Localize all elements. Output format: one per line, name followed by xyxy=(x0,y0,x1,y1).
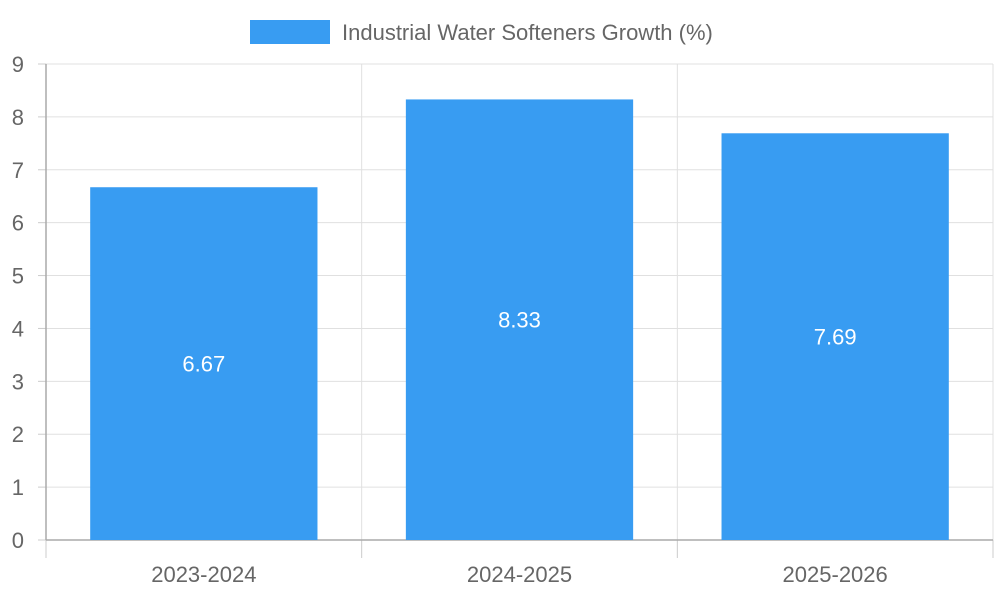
y-tick-label: 8 xyxy=(12,105,24,130)
x-tick-label: 2025-2026 xyxy=(783,562,888,587)
bar[interactable] xyxy=(721,133,949,541)
y-tick-label: 2 xyxy=(12,422,24,447)
data-labels: 6.67 8.33 7.69 xyxy=(182,308,856,377)
x-tick-label: 2024-2025 xyxy=(467,562,572,587)
y-tick-label: 5 xyxy=(12,264,24,289)
bars xyxy=(90,99,949,541)
legend[interactable]: Industrial Water Softeners Growth (%) xyxy=(250,20,713,45)
x-tick-label: 2023-2024 xyxy=(151,562,256,587)
bar-value-label: 8.33 xyxy=(498,308,541,333)
bar-value-label: 6.67 xyxy=(182,352,225,377)
bar-value-label: 7.69 xyxy=(814,325,857,350)
legend-label: Industrial Water Softeners Growth (%) xyxy=(342,20,713,45)
y-tick-label: 4 xyxy=(12,316,24,341)
legend-swatch xyxy=(250,20,330,44)
y-tick-label: 0 xyxy=(12,528,24,553)
y-tick-label: 6 xyxy=(12,211,24,236)
bar[interactable] xyxy=(405,99,634,541)
y-tick-label: 7 xyxy=(12,158,24,183)
y-tick-label: 9 xyxy=(12,52,24,77)
bar[interactable] xyxy=(90,187,318,540)
y-tick-label: 3 xyxy=(12,369,24,394)
y-tick-label: 1 xyxy=(12,475,24,500)
